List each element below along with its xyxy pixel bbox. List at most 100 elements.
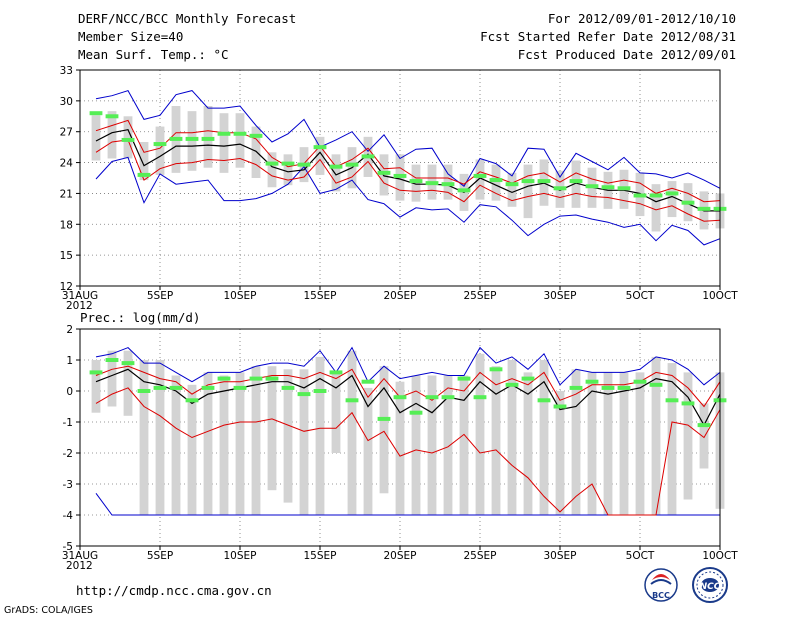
spread-box [507, 172, 517, 207]
spread-box [267, 366, 277, 491]
min-line [95, 156, 721, 246]
member-marker [489, 367, 503, 372]
spread-box [571, 160, 581, 208]
member-marker [233, 131, 247, 136]
y-tick-label: -2 [63, 448, 73, 460]
spread-box [491, 366, 501, 515]
x-tick-label: 30SEP [544, 550, 577, 562]
spread-box [219, 113, 229, 173]
spread-box [235, 372, 245, 515]
member-marker [425, 395, 439, 400]
y-tick-label: -5 [63, 541, 73, 553]
spread-box [555, 391, 565, 515]
member-marker [265, 161, 279, 166]
member-marker [649, 193, 663, 198]
member-marker [665, 398, 679, 403]
member-marker [537, 179, 551, 184]
spread-box [155, 126, 165, 175]
member-marker [537, 398, 551, 403]
member-marker [201, 385, 215, 390]
y-tick-label: 33 [60, 65, 73, 77]
y-tick-label: -1 [63, 417, 73, 429]
member-marker [153, 385, 167, 390]
member-marker [185, 398, 199, 403]
member-marker [281, 385, 295, 390]
spread-box [251, 366, 261, 515]
spread-box [651, 356, 661, 515]
member-marker [601, 385, 615, 390]
lower-spread-line [95, 387, 721, 516]
y-tick-label: 24 [60, 158, 74, 170]
member-marker [633, 379, 647, 384]
spread-box [187, 384, 197, 515]
member-marker [441, 182, 455, 187]
member-marker [281, 161, 295, 166]
spread-box [411, 375, 421, 515]
y-tick-label: 12 [60, 281, 73, 293]
spread-box [331, 154, 341, 192]
spread-box [459, 375, 469, 515]
x-year-label: 2012 [66, 300, 93, 312]
member-marker [297, 392, 311, 397]
member-marker [409, 179, 423, 184]
spread-box [411, 164, 421, 202]
spread-box [347, 350, 357, 515]
member-marker [313, 389, 327, 393]
y-tick-label: 1 [66, 355, 73, 367]
y-tick-label: 15 [60, 250, 73, 262]
member-marker [121, 137, 135, 142]
y-tick-label: -4 [63, 510, 74, 522]
member-marker [521, 179, 535, 184]
panel-title: Prec.: log(mm/d) [80, 310, 200, 325]
spread-box [283, 154, 293, 186]
member-marker [633, 193, 647, 198]
x-tick-label: 5SEP [147, 290, 173, 302]
member-marker [217, 376, 231, 381]
member-marker [553, 186, 567, 191]
member-marker [169, 136, 183, 141]
spread-box [683, 372, 693, 500]
spread-box [155, 360, 165, 515]
member-marker [681, 200, 695, 205]
spread-box [651, 184, 661, 232]
ensemble-mean-line [95, 129, 720, 212]
spread-box [475, 353, 485, 515]
member-marker [505, 382, 519, 387]
spread-box [427, 375, 437, 515]
ensemble-mean-line [95, 368, 721, 427]
member-marker [553, 404, 567, 409]
spread-box [91, 115, 101, 161]
spread-box [107, 111, 117, 159]
spread-box [107, 350, 117, 407]
member-marker [185, 136, 199, 141]
spread-box [603, 372, 613, 515]
spread-box [667, 181, 677, 218]
member-marker [697, 423, 711, 428]
x-tick-label: 5OCT [626, 290, 655, 302]
member-marker [345, 162, 359, 167]
member-marker [441, 395, 455, 400]
spread-box [123, 350, 133, 416]
spread-box [267, 152, 277, 188]
spread-box [187, 111, 197, 171]
member-marker [585, 184, 599, 189]
spread-box [619, 372, 629, 515]
member-marker [473, 395, 487, 400]
x-tick-label: 15SEP [304, 550, 337, 562]
spread-box [635, 372, 645, 515]
forecast-produced: Fcst Produced Date 2012/09/01 [517, 47, 736, 62]
x-tick-label: 20SEP [384, 550, 417, 562]
ncc-logo-text: NCC [700, 582, 721, 592]
member-marker [489, 178, 503, 183]
member-marker [89, 370, 103, 375]
y-tick-label: 18 [60, 219, 73, 231]
member-marker [665, 191, 679, 196]
x-tick-label: 20SEP [384, 290, 417, 302]
member-marker [393, 395, 407, 400]
spread-box [203, 372, 213, 515]
max-line [95, 89, 721, 189]
spread-box [491, 164, 501, 201]
source-url[interactable]: http://cmdp.ncc.cma.gov.cn [76, 583, 272, 598]
member-marker [697, 206, 711, 211]
member-marker [681, 401, 695, 406]
